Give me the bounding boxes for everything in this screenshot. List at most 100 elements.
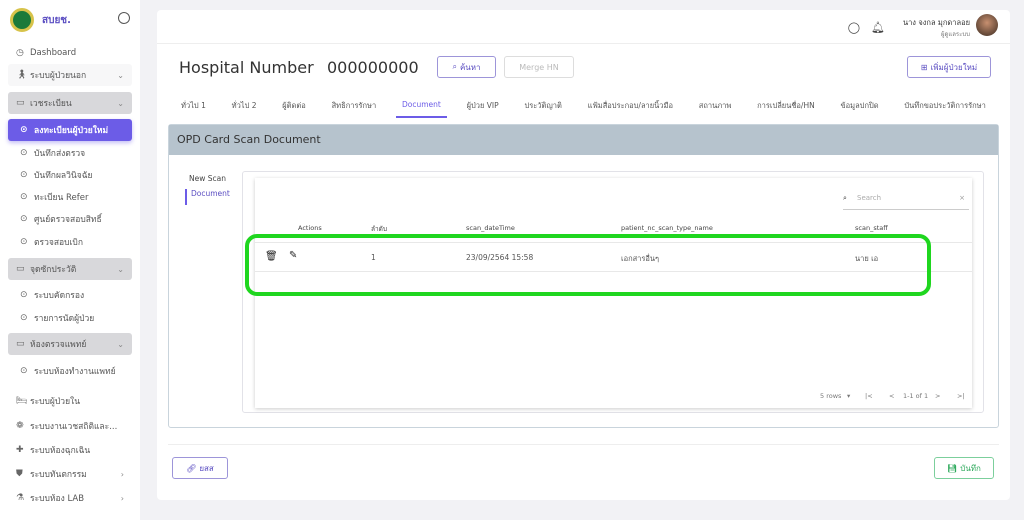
- sidebar-item[interactable]: ⚗ ระบบห้อง LAB ›: [8, 487, 132, 509]
- save-button[interactable]: 💾︎ บันทึก: [934, 457, 994, 479]
- header-scan-type[interactable]: patient_nc_scan_type_name: [621, 224, 713, 232]
- sidebar-item-label: จุดซักประวัติ: [30, 265, 77, 275]
- bed-icon: 🛏︎: [16, 396, 28, 406]
- sidebar-item[interactable]: ⊙ บันทึกผลวินิจฉัย: [8, 164, 132, 186]
- highlight-box: [245, 234, 931, 296]
- search-input[interactable]: ⌕ Search ×: [843, 194, 969, 210]
- sidebar-item[interactable]: ⊙ ระบบคัดกรอง: [8, 284, 132, 306]
- hospital-number: 000000000: [327, 58, 419, 77]
- sidebar-item[interactable]: ▭ ห้องตรวจแพทย์ ⌄: [8, 333, 132, 355]
- sidebar-item-label: ระบบคัดกรอง: [34, 291, 85, 301]
- tab[interactable]: แฟ้มสื่อประกอบ/ลายนิ้วมือ: [587, 101, 673, 110]
- page-title: Hospital Number: [179, 58, 314, 77]
- circle-icon: ⊙: [20, 290, 28, 300]
- header-scan-staff[interactable]: scan_staff: [855, 224, 888, 232]
- dropdown-icon[interactable]: ▾: [847, 392, 851, 400]
- sidebar-item-label: ระบบห้องฉุกเฉิน: [30, 446, 91, 456]
- add-patient-label: เพิ่มผู้ป่วยใหม่: [930, 62, 978, 72]
- side-tab-new-scan[interactable]: New Scan: [189, 174, 226, 183]
- bell-icon[interactable]: 🔔︎: [871, 21, 885, 34]
- brand-name: สบยช.: [42, 15, 71, 26]
- circle-icon: ⊙: [20, 192, 28, 202]
- chevron-icon: ›: [120, 493, 124, 503]
- monitor-icon: ▭: [16, 264, 25, 274]
- circle-icon: ⊙: [20, 148, 28, 158]
- header-actions: Actions: [298, 224, 322, 232]
- sidebar-item-label: ระบบงานเวชสถิติและ...: [30, 422, 118, 432]
- sidebar-item[interactable]: ⊙ ลงทะเบียนผู้ป่วยใหม่: [8, 119, 132, 141]
- sidebar-item[interactable]: ⛊ ระบบทันตกรรม ›: [8, 463, 132, 485]
- tab[interactable]: ผู้ติดต่อ: [282, 101, 306, 110]
- monitor-icon: ▭: [16, 339, 25, 349]
- rows-per-page-select[interactable]: 5 rows: [820, 392, 842, 400]
- tab[interactable]: การเปลี่ยนชื่อ/HN: [757, 101, 815, 110]
- header-scan-datetime[interactable]: scan_dateTime: [466, 224, 515, 232]
- save-icon: 💾︎: [947, 463, 958, 473]
- tab[interactable]: บันทึกขอประวัติการรักษา: [904, 101, 986, 110]
- sidebar-item-label: ห้องตรวจแพทย์: [30, 340, 87, 350]
- tab[interactable]: Document: [396, 96, 447, 118]
- delete-icon[interactable]: 🗑︎: [265, 251, 278, 262]
- sidebar-item[interactable]: 🚶︎ ระบบผู้ป่วยนอก ⌄: [8, 64, 132, 86]
- sidebar-item-label: ระบบทันตกรรม: [30, 470, 87, 480]
- add-patient-button[interactable]: ⊞ เพิ่มผู้ป่วยใหม่: [907, 56, 991, 78]
- sidebar-item[interactable]: ⊙ ตรวจสอบเบิก: [8, 231, 132, 253]
- sidebar-item[interactable]: ⊙ ศูนย์ตรวจสอบสิทธิ์: [8, 208, 132, 230]
- chat-icon[interactable]: ◯: [847, 21, 860, 34]
- merge-hn-button[interactable]: Merge HN: [504, 56, 574, 78]
- avatar[interactable]: [976, 14, 998, 36]
- circle-icon: ⊙: [20, 214, 28, 224]
- save-button-label: บันทึก: [960, 463, 981, 473]
- sidebar-item[interactable]: ⊙ ระบบห้องทำงานแพทย์: [8, 360, 132, 382]
- user-name: นาง จงกล มุกดาลอย: [902, 18, 970, 27]
- settings-icon[interactable]: [118, 12, 130, 24]
- sidebar-item-label: ระบบผู้ป่วยนอก: [30, 71, 87, 81]
- sidebar-item-label: ตรวจสอบเบิก: [34, 238, 83, 248]
- circle-icon: ⊙: [20, 170, 28, 180]
- last-page-icon[interactable]: >|: [957, 392, 965, 400]
- monitor-icon: ▭: [16, 98, 25, 108]
- sidebar-item[interactable]: ✚ ระบบห้องฉุกเฉิน: [8, 439, 132, 461]
- panel-title: OPD Card Scan Document: [169, 125, 998, 155]
- clear-icon[interactable]: ×: [959, 194, 965, 202]
- hands-icon: ❁: [16, 421, 24, 431]
- link-button-label: ยสส: [199, 463, 214, 473]
- header-no[interactable]: ลำดับ: [371, 225, 387, 233]
- sidebar-item[interactable]: 🛏︎ ระบบผู้ป่วยใน: [8, 390, 132, 412]
- side-tab-document[interactable]: Document: [185, 189, 230, 205]
- tab[interactable]: สิทธิการรักษา: [331, 101, 377, 110]
- sidebar-item[interactable]: ⊙ ทะเบียน Refer: [8, 186, 132, 208]
- sidebar-item-label: บันทึกผลวินิจฉัย: [34, 171, 93, 181]
- tab[interactable]: ผู้ป่วย VIP: [466, 101, 499, 110]
- user-role: ผู้ดูแลระบบ: [940, 31, 970, 38]
- first-page-icon[interactable]: |<: [865, 392, 873, 400]
- prev-page-icon[interactable]: <: [889, 392, 895, 400]
- sidebar-item[interactable]: ▭ จุดซักประวัติ ⌄: [8, 258, 132, 280]
- search-button[interactable]: ⌕ ค้นหา: [437, 56, 496, 78]
- document-container: ⌕ Search × Actions ลำดับ scan_dateTime pat…: [242, 171, 984, 413]
- sidebar-item-label: ศูนย์ตรวจสอบสิทธิ์: [34, 215, 102, 225]
- link-button[interactable]: 🔗︎ ยสส: [172, 457, 228, 479]
- next-page-icon[interactable]: >: [935, 392, 941, 400]
- cell-staff: นาย เอ: [855, 254, 879, 263]
- sidebar-item[interactable]: ▭ เวชระเบียน ⌄: [8, 92, 132, 114]
- edit-icon[interactable]: ✎: [289, 250, 298, 261]
- plus-box-icon: ⊞: [920, 62, 928, 72]
- sidebar-item-label: ระบบห้องทำงานแพทย์: [34, 367, 116, 377]
- chevron-icon: ⌄: [117, 70, 124, 80]
- sidebar-item[interactable]: ⊙ รายการนัดผู้ป่วย: [8, 307, 132, 329]
- tab[interactable]: ประวัติญาติ: [524, 101, 562, 110]
- document-table: ⌕ Search × Actions ลำดับ scan_dateTime pat…: [245, 178, 972, 408]
- tab-bar: ทั่วไป 1 ทั่วไป 2 ผู้ติดต่อ สิทธิการรักษา Do…: [167, 96, 1000, 118]
- divider: [255, 271, 972, 272]
- sidebar-item[interactable]: ⊙ บันทึกส่งตรวจ: [8, 142, 132, 164]
- tab[interactable]: สถานภาพ: [698, 101, 732, 110]
- sidebar-item[interactable]: ❁ ระบบงานเวชสถิติและ...: [8, 415, 132, 437]
- tab[interactable]: ทั่วไป 2: [231, 101, 257, 110]
- tab[interactable]: ทั่วไป 1: [181, 101, 206, 110]
- sidebar-item-label: ระบบผู้ป่วยใน: [30, 397, 81, 407]
- sidebar-item[interactable]: ◷ Dashboard: [8, 42, 132, 64]
- user-info[interactable]: นาง จงกล มุกดาลอยผู้ดูแลระบบ: [903, 17, 970, 39]
- walking-icon: 🚶︎: [16, 70, 28, 80]
- tab[interactable]: ข้อมูลปกปิด: [840, 101, 879, 110]
